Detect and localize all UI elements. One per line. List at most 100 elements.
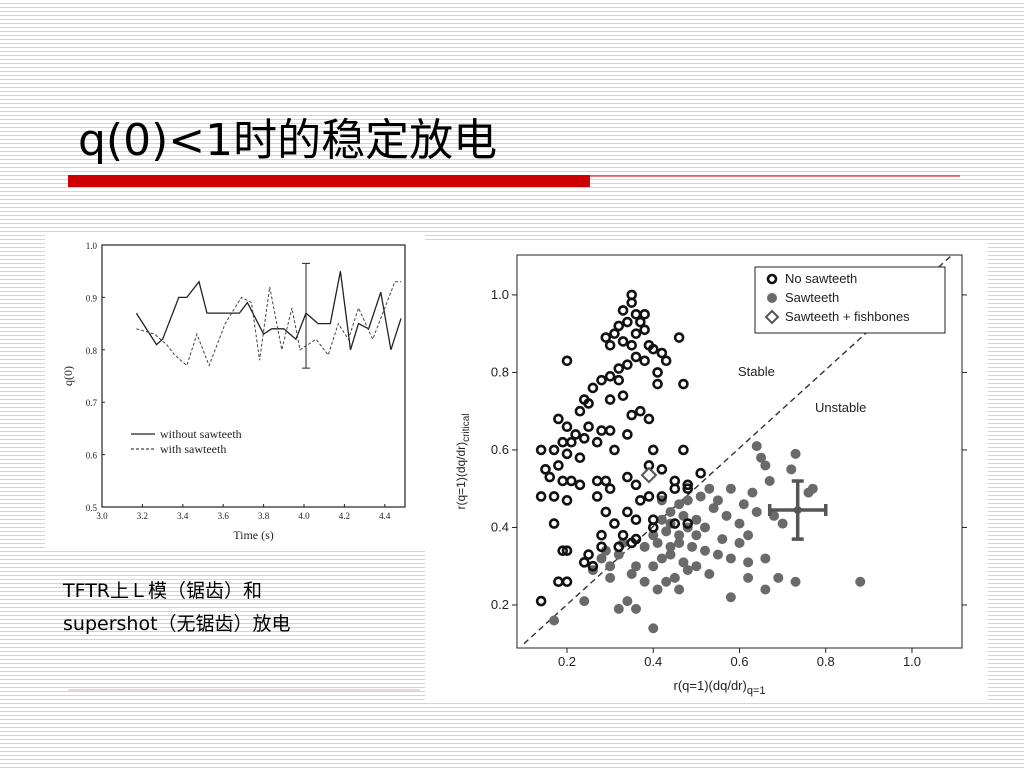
point xyxy=(643,413,655,425)
point xyxy=(708,503,719,514)
point xyxy=(725,592,736,603)
point xyxy=(605,561,616,572)
panel-1 xyxy=(45,233,425,550)
point xyxy=(617,305,629,316)
point xyxy=(583,421,594,432)
point xyxy=(756,452,767,463)
point xyxy=(640,466,658,484)
series-line xyxy=(135,271,402,350)
point xyxy=(790,448,801,459)
point xyxy=(574,479,586,491)
point xyxy=(622,429,633,440)
point xyxy=(548,491,560,502)
legend-label: Sawteeth xyxy=(785,290,839,305)
point xyxy=(613,603,624,614)
point xyxy=(639,324,650,336)
point xyxy=(553,413,564,425)
point xyxy=(682,479,694,491)
point xyxy=(600,332,612,343)
x-tick-label: 0.6 xyxy=(730,654,748,669)
point xyxy=(647,343,659,355)
y-axis-label: r(q=1)(dq/dr)critical xyxy=(454,413,472,509)
y-axis-label: q(0) xyxy=(61,366,75,386)
point xyxy=(548,518,560,529)
x-tick-label: 3.0 xyxy=(96,511,108,521)
point xyxy=(544,471,556,483)
legend-label: with sawteeth xyxy=(160,442,226,456)
point xyxy=(652,378,663,390)
point xyxy=(807,483,818,494)
point xyxy=(790,576,801,587)
point xyxy=(583,549,594,560)
point xyxy=(665,506,676,517)
point xyxy=(548,444,560,456)
point xyxy=(574,452,586,464)
point xyxy=(712,549,723,560)
series-line xyxy=(136,281,401,367)
point xyxy=(635,405,646,417)
point xyxy=(535,444,547,456)
point xyxy=(768,510,779,521)
point xyxy=(600,506,612,518)
point xyxy=(617,390,629,401)
point xyxy=(660,355,672,367)
point xyxy=(648,561,659,572)
point xyxy=(766,273,778,285)
x-tick-label: 0.2 xyxy=(558,654,576,669)
point xyxy=(557,545,569,557)
point xyxy=(535,491,547,502)
caption-line: supershot（无锯齿）放电 xyxy=(63,613,291,635)
point xyxy=(622,359,633,370)
point xyxy=(656,514,667,525)
x-tick-label: 4.2 xyxy=(339,511,350,521)
point xyxy=(648,623,659,634)
y-tick-label: 0.6 xyxy=(86,451,98,461)
point xyxy=(691,514,702,525)
point xyxy=(691,561,702,572)
point xyxy=(622,471,633,483)
point xyxy=(613,541,625,553)
point xyxy=(583,398,594,409)
point xyxy=(652,584,663,595)
x-axis-label: Time (s) xyxy=(233,528,274,542)
point xyxy=(639,355,650,367)
point xyxy=(561,355,573,367)
point xyxy=(604,371,616,382)
point xyxy=(579,596,590,607)
point xyxy=(669,483,681,495)
point xyxy=(630,351,642,363)
point xyxy=(743,572,754,583)
y-tick-label: 0.4 xyxy=(491,519,509,534)
chart-2: 0.2 0.4 0.6 0.8 1.0 0.2 0.4 0.6 0.8 1.0 r(q=1)(dq/… xyxy=(454,254,967,697)
point xyxy=(626,297,637,308)
point xyxy=(600,475,612,487)
point xyxy=(631,603,642,614)
point xyxy=(613,320,625,332)
x-tick-label: 3.2 xyxy=(137,511,148,521)
point xyxy=(760,584,771,595)
point xyxy=(605,572,616,583)
annotation: Stable xyxy=(738,364,775,379)
point xyxy=(760,553,771,564)
slide-title: q(0)<1时的稳定放电 xyxy=(78,115,497,166)
point xyxy=(767,293,777,303)
y-tick-label: 1.0 xyxy=(86,241,98,251)
point xyxy=(639,576,650,587)
chart-1: 3.0 3.2 3.4 3.6 3.8 4.0 4.2 4.4 0.5 0.6 0.7 0.8 0.9 1… xyxy=(61,241,406,542)
y-label-main: r(q=1)(dq/dr) xyxy=(454,442,468,510)
point xyxy=(725,483,736,494)
point xyxy=(734,537,745,548)
point xyxy=(700,522,711,533)
point xyxy=(596,553,607,564)
y-tick-label: 0.7 xyxy=(86,398,98,408)
point xyxy=(609,518,620,529)
point xyxy=(665,541,676,552)
point xyxy=(760,460,771,471)
y-label-sub: critical xyxy=(461,413,472,441)
x-label-main: r(q=1)(dq/dr) xyxy=(674,678,747,693)
point xyxy=(561,495,573,506)
point xyxy=(725,553,736,564)
x-tick-label: 4.0 xyxy=(298,511,310,521)
x-tick-label: 4.4 xyxy=(379,511,391,521)
caption-line: TFTR上Ｌ模（锯齿）和 xyxy=(62,580,262,602)
